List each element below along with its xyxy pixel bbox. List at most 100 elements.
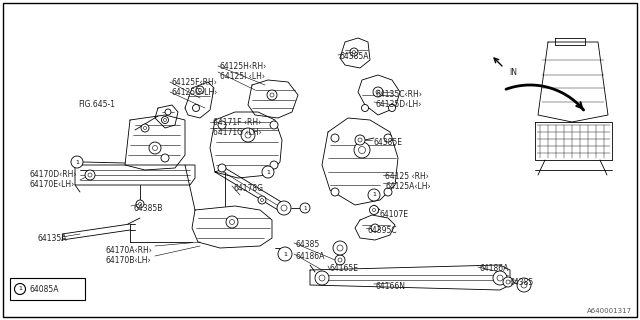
Circle shape	[71, 156, 83, 168]
Text: 64135A: 64135A	[38, 234, 67, 243]
Circle shape	[353, 51, 355, 53]
Circle shape	[300, 203, 310, 213]
Text: 1: 1	[303, 205, 307, 211]
Circle shape	[319, 275, 325, 281]
Text: 64385E: 64385E	[374, 138, 403, 147]
Circle shape	[218, 121, 226, 129]
Circle shape	[270, 121, 278, 129]
Text: FIG.645-1: FIG.645-1	[78, 100, 115, 109]
Circle shape	[143, 126, 147, 130]
Circle shape	[521, 282, 527, 288]
Circle shape	[371, 224, 379, 232]
Text: 64170D‹RH›: 64170D‹RH›	[30, 170, 77, 179]
Text: 64135D‹LH›: 64135D‹LH›	[376, 100, 422, 109]
Text: 64178G: 64178G	[234, 184, 264, 193]
Text: 64385: 64385	[510, 278, 534, 287]
Circle shape	[245, 132, 251, 138]
Circle shape	[85, 170, 95, 180]
Text: 64125F‹RH›: 64125F‹RH›	[172, 78, 218, 87]
Circle shape	[335, 255, 345, 265]
Circle shape	[503, 277, 513, 287]
Text: 64170A‹RH›: 64170A‹RH›	[105, 246, 152, 255]
Circle shape	[270, 161, 278, 169]
Circle shape	[368, 189, 380, 201]
Text: 64166N: 64166N	[376, 282, 406, 291]
Circle shape	[161, 116, 168, 124]
Circle shape	[258, 196, 266, 204]
Text: 64186A: 64186A	[480, 264, 509, 273]
Text: 64385A: 64385A	[340, 52, 369, 61]
Circle shape	[493, 271, 507, 285]
Circle shape	[358, 138, 362, 142]
Bar	[10, 278, 85, 300]
Circle shape	[218, 164, 226, 172]
Text: 64165E: 64165E	[330, 264, 359, 273]
Circle shape	[337, 245, 343, 251]
Circle shape	[331, 188, 339, 196]
Text: 64125G‹LH›: 64125G‹LH›	[172, 88, 218, 97]
Text: 64107E: 64107E	[380, 210, 409, 219]
Circle shape	[226, 216, 238, 228]
Text: 64170B‹LH›: 64170B‹LH›	[105, 256, 150, 265]
Circle shape	[354, 142, 370, 158]
Text: 64171G ‹LH›: 64171G ‹LH›	[213, 128, 262, 137]
Circle shape	[388, 105, 396, 111]
Text: 1: 1	[18, 286, 22, 292]
Circle shape	[163, 118, 166, 122]
Circle shape	[241, 128, 255, 142]
Text: 1: 1	[266, 170, 270, 174]
Circle shape	[333, 241, 347, 255]
Circle shape	[338, 258, 342, 262]
Circle shape	[267, 90, 277, 100]
Circle shape	[88, 173, 92, 177]
Circle shape	[506, 280, 510, 284]
Circle shape	[331, 134, 339, 142]
Circle shape	[15, 284, 26, 294]
Text: 64170E‹LH›: 64170E‹LH›	[30, 180, 76, 189]
Circle shape	[260, 198, 264, 202]
Text: 1: 1	[75, 159, 79, 164]
Text: 64085A: 64085A	[30, 284, 60, 293]
Text: 64171F ‹RH›: 64171F ‹RH›	[213, 118, 261, 127]
Text: 64385B: 64385B	[133, 204, 163, 213]
Circle shape	[358, 147, 365, 154]
Circle shape	[230, 220, 234, 225]
Circle shape	[149, 142, 161, 154]
Circle shape	[193, 105, 200, 111]
Text: 64125H‹RH›: 64125H‹RH›	[220, 62, 268, 71]
Circle shape	[355, 135, 365, 145]
Circle shape	[165, 109, 171, 115]
Circle shape	[497, 275, 503, 281]
Text: 64135C‹RH›: 64135C‹RH›	[376, 90, 423, 99]
Circle shape	[384, 134, 392, 142]
Circle shape	[350, 48, 358, 56]
Circle shape	[376, 90, 380, 94]
Text: 1: 1	[372, 193, 376, 197]
Text: 64186A: 64186A	[296, 252, 325, 261]
Circle shape	[161, 154, 169, 162]
Circle shape	[373, 87, 383, 97]
Circle shape	[270, 93, 274, 97]
Circle shape	[372, 209, 376, 212]
Text: 64125A‹LH›: 64125A‹LH›	[385, 182, 431, 191]
Circle shape	[277, 201, 291, 215]
Circle shape	[362, 105, 369, 111]
Circle shape	[384, 188, 392, 196]
Circle shape	[138, 203, 141, 205]
Circle shape	[198, 89, 202, 92]
Circle shape	[517, 278, 531, 292]
Circle shape	[262, 166, 274, 178]
Text: A640001317: A640001317	[587, 308, 632, 314]
Text: 64125I ‹LH›: 64125I ‹LH›	[220, 72, 265, 81]
Circle shape	[369, 205, 378, 214]
Text: IN: IN	[509, 68, 517, 77]
Text: 64385: 64385	[296, 240, 320, 249]
Circle shape	[278, 247, 292, 261]
Circle shape	[281, 205, 287, 211]
Text: 64125 ‹RH›: 64125 ‹RH›	[385, 172, 429, 181]
Circle shape	[136, 200, 144, 208]
Circle shape	[141, 124, 149, 132]
Text: 64395C: 64395C	[368, 226, 397, 235]
Text: 1: 1	[283, 252, 287, 257]
Circle shape	[152, 146, 157, 150]
